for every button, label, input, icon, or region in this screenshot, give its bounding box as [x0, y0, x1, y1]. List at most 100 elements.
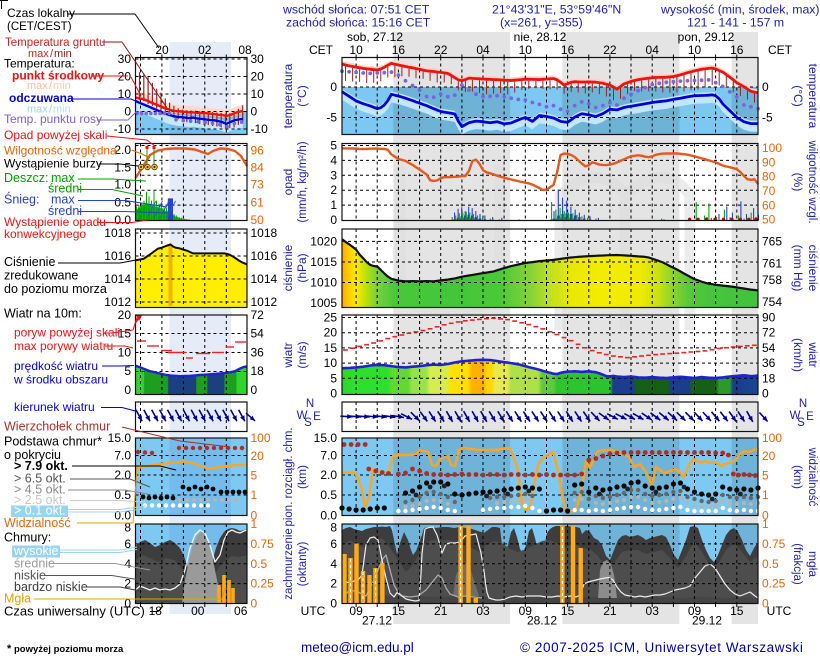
svg-text:0: 0 [251, 597, 258, 611]
svg-text:min: min [53, 80, 71, 92]
svg-text:54: 54 [762, 341, 776, 355]
svg-text:20: 20 [118, 308, 132, 322]
svg-text:Temperatura gruntu: Temperatura gruntu [5, 37, 105, 49]
svg-text:E: E [806, 411, 814, 423]
svg-text:36: 36 [762, 356, 776, 370]
svg-text:8: 8 [124, 521, 131, 535]
svg-text:max: max [27, 80, 48, 92]
svg-text:ciśnienie: ciśnienie [281, 244, 295, 291]
svg-text:1014: 1014 [251, 272, 278, 286]
svg-text:Deszcz:: Deszcz: [4, 171, 48, 185]
svg-text:29.12: 29.12 [692, 614, 722, 628]
svg-text:16: 16 [392, 43, 406, 57]
svg-text:80: 80 [762, 170, 776, 184]
svg-text:27.12: 27.12 [362, 614, 392, 628]
svg-text:poryw powyżej skali: poryw powyżej skali [14, 326, 120, 340]
svg-text:761: 761 [762, 257, 782, 271]
svg-text:20: 20 [155, 43, 169, 57]
svg-text:5: 5 [124, 364, 131, 378]
svg-text:temperatura: temperatura [806, 64, 820, 129]
svg-text:1018: 1018 [251, 226, 278, 240]
svg-text:2: 2 [330, 577, 337, 591]
svg-text:4: 4 [124, 557, 131, 571]
svg-text:1012: 1012 [251, 295, 278, 309]
svg-text:121 - 141 - 157 m: 121 - 141 - 157 m [687, 16, 784, 30]
svg-text:Śnieg:: Śnieg: [4, 192, 39, 207]
svg-text:96: 96 [251, 143, 265, 157]
svg-text:0: 0 [330, 213, 337, 227]
svg-text:zredukowane: zredukowane [4, 269, 78, 283]
svg-text:0.5: 0.5 [251, 557, 268, 571]
svg-text:ciśnienie: ciśnienie [806, 245, 820, 292]
svg-text:0.5: 0.5 [320, 488, 337, 502]
svg-text:0: 0 [330, 597, 337, 611]
svg-text:100: 100 [762, 431, 782, 445]
svg-text:2: 2 [330, 183, 337, 197]
svg-text:max: max [28, 48, 49, 60]
svg-text:10: 10 [118, 87, 132, 101]
svg-text:0: 0 [762, 80, 769, 94]
svg-text:(hPa): (hPa) [295, 253, 309, 282]
svg-text:nie, 28.12: nie, 28.12 [514, 30, 567, 44]
svg-text:S: S [304, 417, 312, 429]
svg-text:09: 09 [519, 604, 533, 618]
svg-text:zachmurzenie: zachmurzenie [283, 528, 295, 600]
svg-text:(km): (km) [295, 465, 309, 489]
svg-text:90: 90 [762, 155, 776, 169]
svg-text:36: 36 [251, 345, 265, 359]
svg-text:0: 0 [251, 105, 258, 119]
svg-text:punkt środkowy: punkt środkowy [12, 69, 104, 83]
svg-text:4: 4 [330, 153, 337, 167]
svg-text:5: 5 [330, 139, 337, 153]
svg-text:90: 90 [762, 311, 776, 325]
svg-text:0.5: 0.5 [762, 557, 779, 571]
svg-text:> 7.9 okt.: > 7.9 okt. [14, 459, 68, 473]
svg-text:Mgła: Mgła [4, 592, 31, 606]
svg-text:18: 18 [251, 364, 265, 378]
svg-text:/: / [50, 48, 54, 60]
svg-text:10: 10 [519, 43, 533, 57]
svg-text:0.25: 0.25 [762, 577, 786, 591]
svg-text:> 4.5 okt.: > 4.5 okt. [14, 483, 66, 497]
svg-text:0: 0 [251, 509, 258, 523]
svg-text:5: 5 [330, 371, 337, 385]
svg-text:konwekcyjnego: konwekcyjnego [4, 227, 86, 241]
svg-text:-5: -5 [326, 111, 337, 125]
svg-text:1: 1 [330, 198, 337, 212]
svg-text:0: 0 [124, 383, 131, 397]
svg-text:61: 61 [251, 195, 265, 209]
svg-text:1: 1 [762, 488, 769, 502]
svg-text:18: 18 [762, 371, 776, 385]
svg-text:1: 1 [251, 517, 258, 531]
svg-text:min: min [54, 48, 72, 60]
svg-text:max: max [27, 104, 48, 116]
svg-text:0.25: 0.25 [251, 577, 275, 591]
svg-text:0: 0 [251, 383, 258, 397]
svg-text:2.0: 2.0 [114, 143, 131, 157]
svg-text:1: 1 [251, 488, 258, 502]
svg-text:1016: 1016 [104, 249, 131, 263]
svg-text:Opad powyżej skali: Opad powyżej skali [4, 128, 107, 142]
svg-text:W: W [790, 410, 801, 422]
svg-text:wilgotność wzgl.: wilgotność wzgl. [806, 139, 818, 223]
svg-text:7.0: 7.0 [114, 449, 131, 463]
svg-text:4: 4 [330, 557, 337, 571]
svg-text:1.0: 1.0 [114, 178, 131, 192]
svg-text:1018: 1018 [104, 226, 131, 240]
svg-text:UTC: UTC [767, 604, 792, 618]
svg-text:60: 60 [762, 198, 776, 212]
svg-text:1020: 1020 [310, 234, 337, 248]
svg-text:0.75: 0.75 [762, 537, 786, 551]
svg-text:1015: 1015 [310, 255, 337, 269]
svg-text:N: N [799, 398, 807, 410]
svg-text:1.5: 1.5 [114, 160, 131, 174]
svg-text:Czas uniwersalny (UTC): Czas uniwersalny (UTC) [4, 604, 145, 619]
svg-text:03: 03 [646, 604, 660, 618]
svg-text:1014: 1014 [104, 272, 131, 286]
svg-text:Wystąpienie burzy: Wystąpienie burzy [4, 157, 102, 171]
svg-text:w środku obszaru: w środku obszaru [13, 373, 108, 387]
svg-text:wiatr: wiatr [281, 342, 295, 368]
svg-text:temperatura: temperatura [281, 63, 295, 128]
svg-text:odczuwana: odczuwana [9, 91, 74, 105]
svg-text:W: W [297, 410, 308, 422]
